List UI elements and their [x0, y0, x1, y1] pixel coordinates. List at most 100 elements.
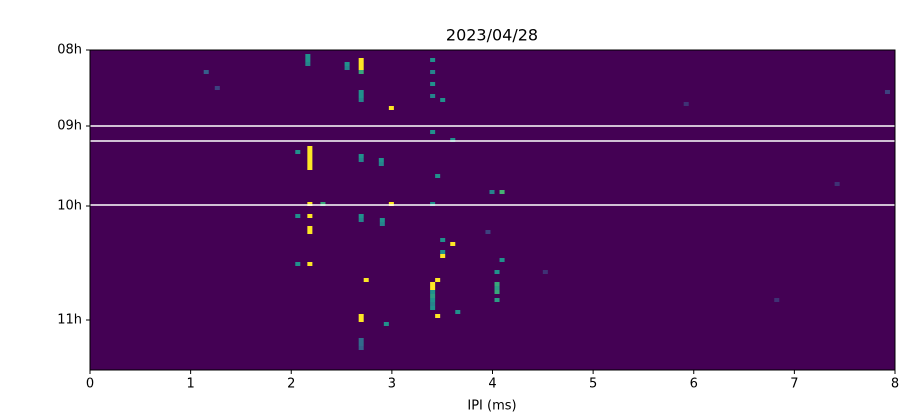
heatmap-cell [430, 294, 436, 298]
heatmap-cell [203, 70, 209, 74]
heatmap-cell [494, 270, 500, 274]
heatmap-cell [430, 70, 436, 74]
heatmap-cell [884, 90, 890, 94]
heatmap-cell [358, 214, 364, 218]
heatmap-cell [305, 62, 311, 66]
heatmap-cell [358, 66, 364, 70]
y-tick-label: 11h [57, 313, 82, 328]
heatmap-cell [378, 158, 384, 162]
heatmap-cell [358, 342, 364, 346]
y-tick-label: 10h [57, 199, 82, 214]
heatmap-cell [358, 98, 364, 102]
x-axis-label: IPI (ms) [467, 399, 516, 414]
heatmap-cell [358, 346, 364, 350]
heatmap-cell [307, 146, 313, 150]
heatmap-cell [307, 226, 313, 230]
heatmap-cell [485, 230, 491, 234]
heatmap-cell [499, 190, 505, 194]
heatmap-cell [379, 218, 385, 222]
heatmap-cell [430, 302, 436, 306]
heatmap-cell [499, 258, 505, 262]
heatmap-cell [320, 202, 326, 206]
heatmap-cell [305, 54, 311, 58]
heatmap-cell [430, 94, 436, 98]
heatmap-cell [435, 174, 441, 178]
heatmap-cell [430, 130, 436, 134]
heatmap-cell [358, 58, 364, 62]
heatmap-cell [295, 262, 301, 266]
x-tick-label: 4 [488, 377, 496, 392]
heatmap-cell [214, 86, 220, 90]
heatmap-cell [494, 282, 500, 286]
x-tick-label: 1 [186, 377, 194, 392]
heatmap-cell [430, 298, 436, 302]
heatmap-cell [344, 66, 350, 70]
heatmap-cell [379, 222, 385, 226]
heatmap-cell [358, 94, 364, 98]
heatmap-cell [440, 250, 446, 254]
heatmap-cell [430, 58, 436, 62]
heatmap-cell [358, 318, 364, 322]
heatmap-cell [834, 182, 840, 186]
heatmap-cell [307, 202, 313, 206]
x-tick-label: 0 [86, 377, 94, 392]
chart-title: 2023/04/28 [446, 26, 538, 45]
heatmap-cell [542, 270, 548, 274]
heatmap-cell [358, 154, 364, 158]
heatmap-cell [378, 162, 384, 166]
x-tick-label: 7 [790, 377, 798, 392]
heatmap-cell [494, 286, 500, 290]
y-tick-label: 08h [57, 43, 82, 58]
heatmap-cell [383, 322, 389, 326]
heatmap-cell [358, 62, 364, 66]
heatmap-cell [307, 154, 313, 158]
heatmap-cell [435, 314, 441, 318]
heatmap-cell [307, 150, 313, 154]
heatmap-cell [494, 290, 500, 294]
heatmap-cell [307, 166, 313, 170]
heatmap-cell [358, 338, 364, 342]
heatmap-cell [305, 58, 311, 62]
heatmap-cell [295, 150, 301, 154]
heatmap-cell [358, 90, 364, 94]
heatmap-cell [358, 70, 364, 74]
heatmap-cell [440, 254, 446, 258]
heatmap-cell [358, 158, 364, 162]
heatmap-cell [683, 102, 689, 106]
x-tick-label: 2 [287, 377, 295, 392]
heatmap-cell [440, 238, 446, 242]
heatmap-cell [358, 218, 364, 222]
heatmap-cell [430, 82, 436, 86]
x-tick-label: 3 [388, 377, 396, 392]
heatmap-cell [489, 190, 495, 194]
heatmap-cell [455, 310, 461, 314]
heatmap-cell [430, 282, 436, 286]
y-tick-label: 09h [57, 119, 82, 134]
heatmap-cell [388, 106, 394, 110]
heatmap-cell [450, 242, 456, 246]
heatmap-cell [295, 214, 301, 218]
heatmap-cell [344, 62, 350, 66]
heatmap-cell [307, 230, 313, 234]
heatmap-cell [430, 306, 436, 310]
heatmap-cell [430, 202, 436, 206]
heatmap-cell [307, 162, 313, 166]
x-tick-label: 5 [589, 377, 597, 392]
heatmap-cell [774, 298, 780, 302]
heatmap-cell [388, 202, 394, 206]
heatmap-cell [358, 314, 364, 318]
heatmap-cell [307, 158, 313, 162]
x-tick-label: 6 [690, 377, 698, 392]
heatmap-cell [307, 262, 313, 266]
heatmap-cell [430, 286, 436, 290]
x-tick-label: 8 [891, 377, 899, 392]
heatmap-cell [430, 290, 436, 294]
heatmap-cell [435, 278, 441, 282]
heatmap-background [90, 50, 895, 370]
heatmap-cell [494, 298, 500, 302]
heatmap-cell [307, 214, 313, 218]
heatmap-cell [440, 98, 446, 102]
heatmap-cell [363, 278, 369, 282]
heatmap-cell [450, 138, 456, 142]
